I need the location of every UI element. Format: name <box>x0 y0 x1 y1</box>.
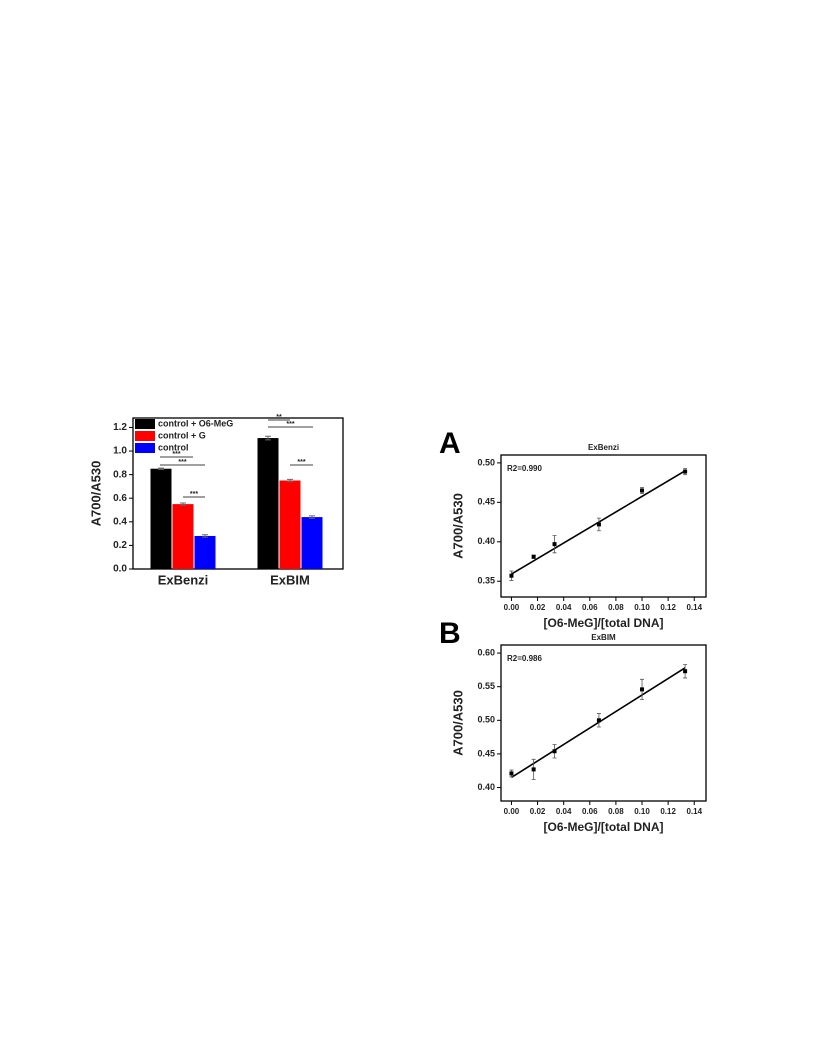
y-tick-label: 0.2 <box>113 540 127 551</box>
panel-label: B <box>439 617 461 650</box>
x-tick-label: 0.00 <box>504 603 520 612</box>
fit-line <box>511 667 686 779</box>
data-point <box>596 718 601 723</box>
bar <box>301 517 323 569</box>
bar <box>194 535 216 569</box>
y-axis-label: A700/A530 <box>450 493 465 559</box>
data-point <box>683 669 688 674</box>
legend-swatch <box>135 419 155 429</box>
chart-title: ExBIM <box>591 633 616 642</box>
x-tick-label: 0.04 <box>556 807 572 816</box>
y-tick-label: 0.4 <box>113 516 127 527</box>
plot-frame <box>132 417 344 570</box>
x-tick-label: 0.00 <box>504 807 520 816</box>
x-tick-label: 0.02 <box>530 807 546 816</box>
x-tick-label: 0.10 <box>634 603 650 612</box>
data-point <box>531 767 536 772</box>
significance-label: *** <box>286 421 294 428</box>
data-point <box>509 771 514 776</box>
y-tick-label: 0.40 <box>477 782 495 792</box>
data-point <box>509 573 514 578</box>
x-tick-label: 0.02 <box>530 603 546 612</box>
error-bar <box>158 467 164 470</box>
y-tick-label: 0.45 <box>477 748 495 758</box>
y-tick-label: 0.0 <box>113 564 127 575</box>
x-tick-label: 0.04 <box>556 603 572 612</box>
bar <box>257 438 279 569</box>
plot-frame <box>500 644 707 802</box>
x-tick-label: ExBenzi <box>158 572 209 587</box>
y-tick-label: 0.8 <box>113 469 127 480</box>
bar <box>279 480 301 569</box>
r-squared: R2=0.990 <box>507 464 542 473</box>
y-tick-label: 0.50 <box>477 457 495 467</box>
y-axis-label: A700/A530 <box>450 690 465 756</box>
legend-swatch <box>135 443 155 453</box>
legend-label: control <box>158 442 189 452</box>
chart-title: ExBenzi <box>588 443 619 452</box>
x-tick-label: ExBIM <box>270 572 310 587</box>
data-point <box>683 469 688 474</box>
data-point <box>640 488 645 493</box>
y-tick-label: 1.2 <box>113 422 127 433</box>
y-tick-label: 0.50 <box>477 715 495 725</box>
x-tick-label: 0.06 <box>582 603 598 612</box>
significance-label: *** <box>178 459 186 466</box>
data-point <box>552 749 557 754</box>
y-tick-label: 0.55 <box>477 681 495 691</box>
error-bar <box>265 435 271 441</box>
x-tick-label: 0.14 <box>686 807 702 816</box>
panel-label: A <box>439 427 461 460</box>
x-tick-label: 0.06 <box>582 807 598 816</box>
x-tick-label: 0.12 <box>660 603 676 612</box>
x-axis-label: [O6-MeG]/[total DNA] <box>544 616 664 630</box>
error-bar <box>287 478 293 483</box>
y-tick-label: 0.40 <box>477 536 495 546</box>
error-bar <box>202 534 208 538</box>
data-point <box>640 687 645 692</box>
legend-swatch <box>135 431 155 441</box>
x-axis-label: [O6-MeG]/[total DNA] <box>544 820 664 834</box>
y-tick-label: 1.0 <box>113 446 127 457</box>
x-tick-label: 0.08 <box>608 603 624 612</box>
data-point <box>596 522 601 527</box>
data-point <box>552 542 557 547</box>
legend-label: control + G <box>158 430 206 440</box>
significance-label: *** <box>297 459 305 466</box>
x-tick-label: 0.10 <box>634 807 650 816</box>
x-tick-label: 0.14 <box>686 603 702 612</box>
x-tick-label: 0.08 <box>608 807 624 816</box>
r-squared: R2=0.986 <box>507 654 542 663</box>
error-bar <box>309 515 315 519</box>
significance-label: *** <box>172 451 180 458</box>
x-tick-label: 0.12 <box>660 807 676 816</box>
error-bar <box>180 502 186 506</box>
bar <box>150 468 172 569</box>
y-tick-label: 0.35 <box>477 576 495 586</box>
y-axis-label: A700/A530 <box>88 461 103 527</box>
significance-label: *** <box>190 491 198 498</box>
data-point <box>531 554 536 559</box>
bar <box>172 504 194 569</box>
plot-frame <box>500 454 707 598</box>
legend-label: control + O6-MeG <box>158 418 233 428</box>
y-tick-label: 0.6 <box>113 493 127 504</box>
significance-label: ** <box>276 414 282 421</box>
y-tick-label: 0.60 <box>477 647 495 657</box>
y-tick-label: 0.45 <box>477 497 495 507</box>
